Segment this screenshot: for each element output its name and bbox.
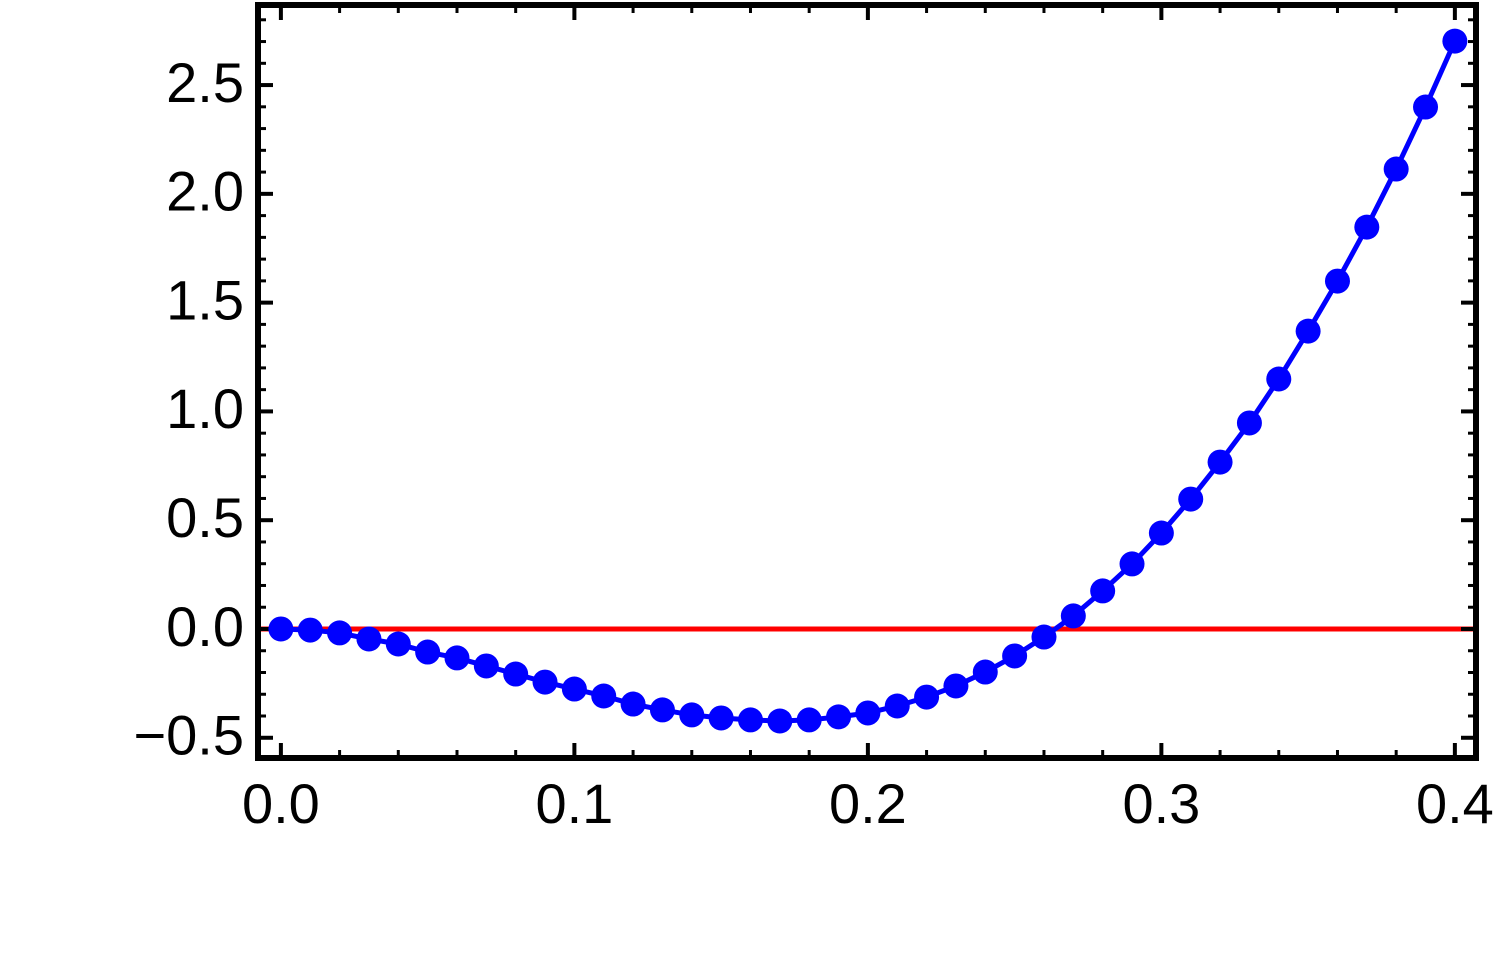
data-point	[649, 697, 675, 723]
data-point	[737, 707, 763, 733]
data-point	[767, 708, 793, 734]
data-point	[708, 705, 734, 731]
data-point	[1354, 214, 1380, 240]
data-point	[356, 626, 382, 652]
data-point	[444, 645, 470, 671]
data-point	[297, 617, 323, 643]
data-point	[943, 673, 969, 699]
data-point	[591, 683, 617, 709]
data-point	[1236, 410, 1262, 436]
x-tick-label: 0.2	[829, 772, 907, 835]
data-point	[532, 669, 558, 695]
y-tick-label: 1.0	[166, 377, 244, 440]
data-point	[620, 691, 646, 717]
data-point	[385, 631, 411, 657]
data-point	[679, 702, 705, 728]
y-tick-label: 2.0	[166, 160, 244, 223]
data-point	[972, 659, 998, 685]
y-tick-label: 1.5	[166, 268, 244, 331]
data-point	[1090, 578, 1116, 604]
y-tick-label: 0.0	[166, 595, 244, 658]
y-tick-label: 0.5	[166, 486, 244, 549]
data-point	[561, 676, 587, 702]
data-point	[327, 620, 353, 646]
data-point	[268, 616, 294, 642]
data-point	[796, 707, 822, 733]
data-point	[1002, 643, 1028, 669]
data-point	[1031, 624, 1057, 650]
data-point	[1383, 156, 1409, 182]
data-point	[826, 704, 852, 730]
y-tick-label: 2.5	[166, 51, 244, 114]
data-point	[1295, 318, 1321, 344]
data-point	[1178, 486, 1204, 512]
y-tick-label: −0.5	[133, 704, 244, 767]
plot-frame	[255, 2, 1479, 761]
data-point	[855, 700, 881, 726]
data-point	[1442, 28, 1468, 54]
data-point	[1324, 268, 1350, 294]
x-tick-label: 0.0	[242, 772, 320, 835]
x-tick-label: 0.1	[535, 772, 613, 835]
data-point	[914, 684, 940, 710]
data-point	[1119, 551, 1145, 577]
data-point	[1413, 94, 1439, 120]
data-point	[503, 661, 529, 687]
data-point	[415, 639, 441, 665]
x-tick-label: 0.4	[1416, 772, 1494, 835]
data-point	[1060, 603, 1086, 629]
x-tick-label: 0.3	[1122, 772, 1200, 835]
data-point	[1207, 449, 1233, 475]
data-point	[473, 653, 499, 679]
data-point	[1266, 366, 1292, 392]
data-point	[1148, 520, 1174, 546]
data-point	[884, 693, 910, 719]
